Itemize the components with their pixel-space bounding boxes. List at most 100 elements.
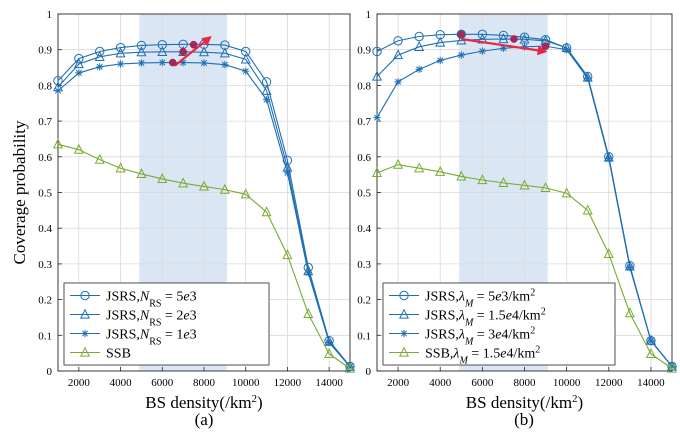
legend-label: SSB	[106, 347, 131, 362]
y-tick-label: 0.9	[357, 45, 371, 57]
star-stroke	[305, 269, 312, 276]
x-tick-label: 4000	[110, 377, 133, 389]
legend-entry: JSRS,λM = 1.5e4/km2	[389, 306, 546, 328]
star-stroke	[263, 96, 270, 103]
data-point	[74, 53, 84, 64]
data-point	[94, 153, 105, 164]
y-tick-label: 0.7	[357, 116, 371, 128]
y-tick-label: 0.8	[38, 80, 52, 92]
data-point	[53, 76, 63, 86]
legend-marker	[81, 329, 89, 338]
star-stroke	[584, 75, 591, 82]
star-stroke	[221, 61, 228, 68]
y-tick-label: 0.1	[38, 330, 52, 342]
data-point	[414, 162, 425, 173]
data-point	[415, 65, 423, 73]
star-stroke	[373, 114, 381, 121]
data-point	[393, 158, 404, 169]
legend-label: JSRS,λM = 3e4/km2	[425, 325, 535, 347]
star-stroke	[81, 330, 89, 337]
x-tick-label: 10000	[553, 377, 581, 389]
star-stroke	[96, 63, 103, 70]
data-point	[136, 46, 147, 57]
data-point	[73, 143, 84, 154]
x-tick-label: 2000	[387, 377, 410, 389]
legend-box	[382, 282, 616, 366]
x-tick-label: 4000	[429, 377, 452, 389]
y-tick-label: 1	[366, 9, 372, 21]
data-point	[540, 181, 551, 192]
data-point	[393, 49, 404, 60]
panel-label: (b)	[514, 410, 534, 429]
star-stroke	[180, 59, 187, 66]
x-tick-label: 6000	[151, 377, 174, 389]
x-tick-label: 6000	[471, 377, 494, 389]
data-point	[261, 84, 272, 95]
data-point	[240, 53, 251, 64]
star-stroke	[75, 69, 82, 76]
star-stroke	[284, 169, 291, 176]
data-point	[436, 56, 444, 65]
optimal-point-marker	[510, 35, 518, 43]
data-point	[414, 40, 425, 51]
y-tick-label: 0.5	[357, 188, 371, 200]
data-point	[666, 362, 678, 373]
data-point	[393, 36, 403, 46]
y-tick-label: 0.3	[357, 259, 371, 271]
data-point	[219, 183, 230, 194]
data-point	[519, 33, 530, 44]
y-tick-label: 0.6	[38, 152, 52, 164]
data-point	[457, 51, 465, 59]
star-stroke	[395, 78, 402, 85]
data-point	[178, 177, 189, 188]
data-point	[435, 36, 446, 47]
star-stroke	[242, 68, 249, 75]
star-stroke	[479, 48, 486, 55]
data-point	[563, 46, 571, 54]
data-point	[157, 45, 168, 56]
x-tick-label: 8000	[193, 377, 216, 389]
data-point	[136, 168, 147, 179]
data-point	[136, 40, 147, 51]
x-tick-label: 2000	[68, 377, 91, 389]
data-point	[157, 40, 167, 50]
x-axis-label: BS density(/km2)	[466, 393, 583, 412]
data-point	[282, 249, 293, 260]
series-4	[52, 138, 356, 373]
data-point	[115, 47, 126, 58]
data-point	[647, 337, 655, 345]
data-point	[498, 176, 509, 187]
star-stroke	[326, 339, 333, 346]
star-stroke	[200, 59, 208, 66]
data-point	[478, 47, 486, 55]
legend-entry: SSB	[70, 347, 131, 362]
data-point	[73, 58, 84, 69]
data-point	[158, 58, 166, 67]
data-point	[304, 269, 312, 277]
optimal-point-marker	[541, 42, 550, 50]
legend-label: JSRS,NRS = 1e3	[106, 328, 197, 348]
data-point	[371, 70, 383, 81]
star-stroke	[54, 87, 62, 94]
data-point	[645, 347, 656, 358]
data-point	[282, 155, 293, 166]
optimal-point-marker	[179, 47, 187, 56]
y-tick-label: 0.4	[357, 223, 371, 235]
legend-marker	[398, 346, 410, 357]
y-tick-label: 0.8	[357, 80, 371, 92]
y-tick-label: 0.5	[38, 188, 52, 200]
series-line	[57, 143, 351, 369]
data-point	[561, 187, 572, 198]
optimal-point-marker	[457, 30, 466, 39]
series-4	[371, 158, 678, 373]
data-point	[52, 138, 64, 149]
star-stroke	[563, 46, 570, 53]
data-point	[498, 30, 509, 41]
star-stroke	[416, 66, 423, 73]
legend-marker	[398, 308, 410, 319]
data-point	[157, 173, 168, 184]
y-tick-label: 0	[366, 366, 372, 378]
legend-label: SSB,λM = 1.5e4/km2	[425, 344, 540, 366]
